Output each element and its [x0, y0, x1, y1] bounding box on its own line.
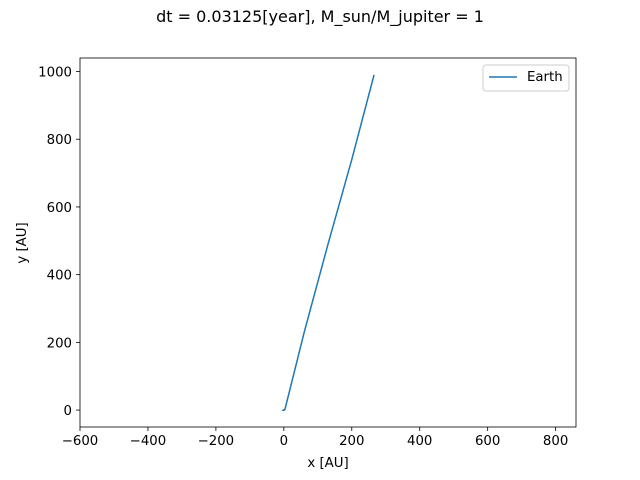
y-tick-label: 200: [47, 336, 72, 351]
series-group: [282, 74, 375, 412]
y-axis-label: y [AU]: [15, 222, 30, 263]
legend-box: [482, 64, 570, 92]
y-tick-label: 400: [47, 269, 72, 284]
x-tick-label: −400: [130, 434, 167, 449]
x-tick-label: −600: [62, 434, 99, 449]
x-tick-label: 800: [543, 434, 568, 449]
y-tick-label: 1000: [38, 66, 72, 81]
x-axis: −600 −400 −200 0 200 400 600 800: [62, 427, 568, 449]
plot-area: [79, 57, 577, 428]
y-axis: 0 200 400 600 800 1000: [38, 66, 80, 419]
x-tick-label: 600: [475, 434, 500, 449]
y-tick-label: 0: [64, 404, 72, 419]
legend-label-earth: Earth: [527, 70, 563, 85]
x-tick-label: 400: [407, 434, 432, 449]
x-tick-label: 200: [339, 434, 364, 449]
series-line-earth: [282, 74, 375, 412]
legend: Earth: [482, 64, 570, 92]
y-tick-label: 600: [47, 201, 72, 216]
plot-frame: [79, 57, 577, 428]
chart-title: dt = 0.03125[year], M_sun/M_jupiter = 1: [156, 7, 484, 27]
x-axis-label: x [AU]: [307, 456, 348, 471]
x-tick-label: 0: [280, 434, 288, 449]
x-tick-label: −200: [198, 434, 235, 449]
y-tick-label: 800: [47, 133, 72, 148]
